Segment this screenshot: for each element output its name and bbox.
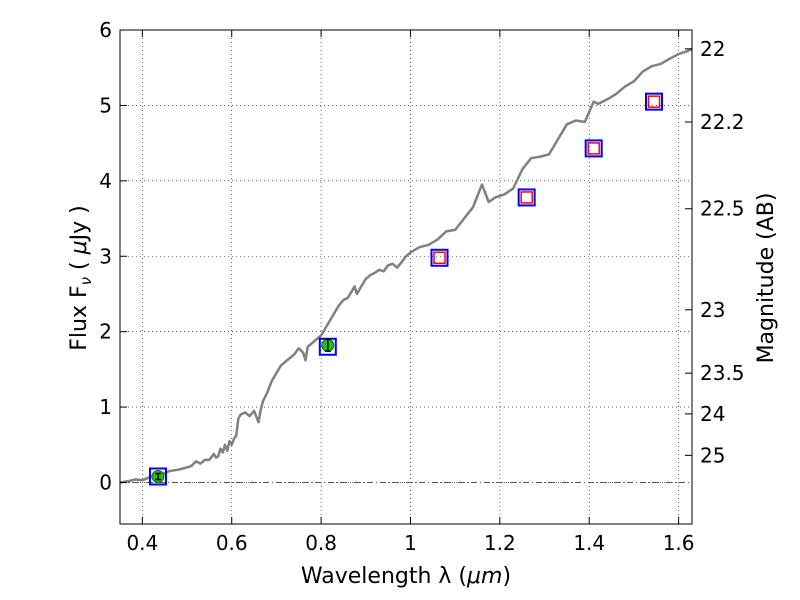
right-tick-label: 24	[700, 402, 725, 426]
model-photometry-marker	[517, 188, 536, 207]
y-tick-label: 6	[99, 18, 112, 42]
right-tick-label: 25	[700, 443, 725, 467]
right-tick-label: 22	[700, 37, 725, 61]
right-magnitude-axis: 22 22.2 22.5 23 23.5 24 25	[685, 37, 745, 467]
observed-flux-marker	[433, 251, 446, 265]
plot-content	[119, 47, 693, 486]
right-tick-label: 23	[700, 298, 725, 322]
observed-flux-marker	[647, 95, 661, 108]
model-photometry-marker	[148, 467, 167, 486]
x-tick-label: 1.4	[573, 531, 605, 555]
y-axis-label: Flux Fν ( μJy )	[67, 205, 95, 350]
y-tick-label: 2	[99, 320, 112, 344]
model-photometry-marker	[584, 139, 603, 158]
plot-frame	[119, 29, 693, 525]
right-axis-label: Magnitude (AB)	[754, 193, 779, 364]
x-axis-label: Wavelength λ (μm)	[301, 564, 511, 589]
y-tick-label: 5	[99, 93, 112, 117]
model-photometry-marker	[645, 92, 664, 111]
x-axis: 0.4 0.6 0.8 1 1.2 1.4 1.6	[126, 30, 695, 555]
x-tick-label: 0.4	[126, 531, 158, 555]
y-tick-label: 4	[99, 169, 112, 193]
observed-flux-marker	[520, 191, 533, 204]
x-tick-label: 0.8	[305, 531, 337, 555]
model-photometry-marker	[430, 248, 449, 267]
y-tick-label: 0	[99, 471, 112, 495]
right-tick-label: 22.2	[700, 110, 745, 134]
x-tick-label: 1.6	[663, 531, 695, 555]
x-tick-label: 1	[404, 531, 417, 555]
y-axis: 0 1 2 3 4 5 6	[99, 18, 127, 495]
y-tick-label: 1	[99, 395, 112, 419]
observed-flux-marker	[587, 142, 600, 155]
right-tick-label: 23.5	[700, 361, 745, 385]
x-tick-label: 0.6	[216, 531, 248, 555]
right-tick-label: 22.5	[700, 197, 745, 221]
x-tick-label: 1.2	[484, 531, 516, 555]
spectrum-line	[119, 47, 693, 484]
y-tick-label: 3	[99, 244, 112, 268]
